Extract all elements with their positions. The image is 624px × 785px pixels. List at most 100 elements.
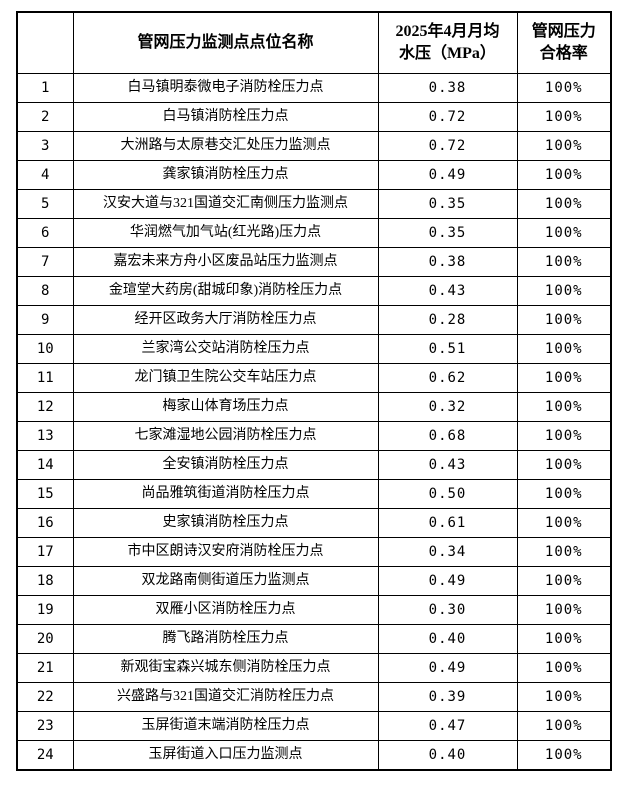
- pressure-value: 0.38: [377, 73, 518, 103]
- pass-rate: 100%: [516, 682, 612, 712]
- pressure-value: 0.61: [377, 508, 518, 538]
- table-row: 4 龚家镇消防栓压力点 0.49 100%: [16, 160, 612, 190]
- pressure-value: 0.62: [377, 363, 518, 393]
- table-row: 10 兰家湾公交站消防栓压力点 0.51 100%: [16, 334, 612, 364]
- table-row: 5 汉安大道与321国道交汇南侧压力监测点 0.35 100%: [16, 189, 612, 219]
- table-row: 21 新观街宝森兴城东侧消防栓压力点 0.49 100%: [16, 653, 612, 683]
- point-name: 兴盛路与321国道交汇消防栓压力点: [72, 682, 379, 712]
- pass-rate: 100%: [516, 566, 612, 596]
- row-number: 16: [16, 508, 74, 538]
- point-name: 史家镇消防栓压力点: [72, 508, 379, 538]
- row-number: 8: [16, 276, 74, 306]
- point-name: 嘉宏未来方舟小区废品站压力监测点: [72, 247, 379, 277]
- pass-rate: 100%: [516, 653, 612, 683]
- table-row: 2 白马镇消防栓压力点 0.72 100%: [16, 102, 612, 132]
- table-row: 20 腾飞路消防栓压力点 0.40 100%: [16, 624, 612, 654]
- pressure-value: 0.49: [377, 160, 518, 190]
- row-number: 18: [16, 566, 74, 596]
- point-name: 新观街宝森兴城东侧消防栓压力点: [72, 653, 379, 683]
- point-name: 金瑄堂大药房(甜城印象)消防栓压力点: [72, 276, 379, 306]
- pressure-value: 0.30: [377, 595, 518, 625]
- point-name: 梅家山体育场压力点: [72, 392, 379, 422]
- row-number: 21: [16, 653, 74, 683]
- pressure-value: 0.49: [377, 653, 518, 683]
- pass-rate: 100%: [516, 247, 612, 277]
- pressure-value: 0.68: [377, 421, 518, 451]
- pass-rate: 100%: [516, 305, 612, 335]
- point-name: 白马镇明泰微电子消防栓压力点: [72, 73, 379, 103]
- point-name: 龚家镇消防栓压力点: [72, 160, 379, 190]
- pass-rate: 100%: [516, 363, 612, 393]
- point-name: 兰家湾公交站消防栓压力点: [72, 334, 379, 364]
- pass-rate: 100%: [516, 334, 612, 364]
- row-number: 6: [16, 218, 74, 248]
- row-number: 11: [16, 363, 74, 393]
- pass-rate: 100%: [516, 189, 612, 219]
- point-name: 汉安大道与321国道交汇南侧压力监测点: [72, 189, 379, 219]
- pass-rate: 100%: [516, 624, 612, 654]
- pass-rate: 100%: [516, 450, 612, 480]
- row-number: 9: [16, 305, 74, 335]
- row-number: 20: [16, 624, 74, 654]
- point-name: 华润燃气加气站(红光路)压力点: [72, 218, 379, 248]
- pass-rate: 100%: [516, 595, 612, 625]
- pass-rate: 100%: [516, 276, 612, 306]
- point-name: 尚品雅筑街道消防栓压力点: [72, 479, 379, 509]
- header-index: [16, 11, 74, 74]
- header-point-name: 管网压力监测点点位名称: [72, 11, 379, 74]
- pressure-value: 0.28: [377, 305, 518, 335]
- pass-rate: 100%: [516, 160, 612, 190]
- point-name: 市中区朗诗汉安府消防栓压力点: [72, 537, 379, 567]
- table-row: 22 兴盛路与321国道交汇消防栓压力点 0.39 100%: [16, 682, 612, 712]
- point-name: 大洲路与太原巷交汇处压力监测点: [72, 131, 379, 161]
- pressure-value: 0.35: [377, 218, 518, 248]
- pressure-value: 0.38: [377, 247, 518, 277]
- pressure-value: 0.40: [377, 740, 518, 771]
- point-name: 龙门镇卫生院公交车站压力点: [72, 363, 379, 393]
- row-number: 7: [16, 247, 74, 277]
- pass-rate: 100%: [516, 392, 612, 422]
- table-row: 6 华润燃气加气站(红光路)压力点 0.35 100%: [16, 218, 612, 248]
- pressure-value: 0.32: [377, 392, 518, 422]
- pass-rate: 100%: [516, 73, 612, 103]
- table-row: 17 市中区朗诗汉安府消防栓压力点 0.34 100%: [16, 537, 612, 567]
- row-number: 14: [16, 450, 74, 480]
- point-name: 经开区政务大厅消防栓压力点: [72, 305, 379, 335]
- pressure-value: 0.50: [377, 479, 518, 509]
- table-row: 18 双龙路南侧街道压力监测点 0.49 100%: [16, 566, 612, 596]
- row-number: 12: [16, 392, 74, 422]
- table-row: 23 玉屏街道末端消防栓压力点 0.47 100%: [16, 711, 612, 741]
- table-row: 7 嘉宏未来方舟小区废品站压力监测点 0.38 100%: [16, 247, 612, 277]
- row-number: 19: [16, 595, 74, 625]
- row-number: 3: [16, 131, 74, 161]
- pressure-value: 0.43: [377, 276, 518, 306]
- pass-rate: 100%: [516, 102, 612, 132]
- table-row: 15 尚品雅筑街道消防栓压力点 0.50 100%: [16, 479, 612, 509]
- table-row: 12 梅家山体育场压力点 0.32 100%: [16, 392, 612, 422]
- row-number: 5: [16, 189, 74, 219]
- point-name: 白马镇消防栓压力点: [72, 102, 379, 132]
- pressure-value: 0.51: [377, 334, 518, 364]
- pressure-value: 0.49: [377, 566, 518, 596]
- pass-rate: 100%: [516, 711, 612, 741]
- pass-rate: 100%: [516, 218, 612, 248]
- table-row: 3 大洲路与太原巷交汇处压力监测点 0.72 100%: [16, 131, 612, 161]
- pressure-value: 0.47: [377, 711, 518, 741]
- row-number: 13: [16, 421, 74, 451]
- table-row: 24 玉屏街道入口压力监测点 0.40 100%: [16, 740, 612, 771]
- pass-rate: 100%: [516, 131, 612, 161]
- pass-rate: 100%: [516, 537, 612, 567]
- table-body: 1 白马镇明泰微电子消防栓压力点 0.38 100% 2 白马镇消防栓压力点 0…: [16, 73, 612, 771]
- point-name: 玉屏街道入口压力监测点: [72, 740, 379, 771]
- row-number: 17: [16, 537, 74, 567]
- row-number: 1: [16, 73, 74, 103]
- row-number: 4: [16, 160, 74, 190]
- table-row: 19 双雁小区消防栓压力点 0.30 100%: [16, 595, 612, 625]
- row-number: 22: [16, 682, 74, 712]
- table-row: 1 白马镇明泰微电子消防栓压力点 0.38 100%: [16, 73, 612, 103]
- table-row: 13 七家滩湿地公园消防栓压力点 0.68 100%: [16, 421, 612, 451]
- table-row: 9 经开区政务大厅消防栓压力点 0.28 100%: [16, 305, 612, 335]
- pass-rate: 100%: [516, 740, 612, 771]
- pressure-value: 0.35: [377, 189, 518, 219]
